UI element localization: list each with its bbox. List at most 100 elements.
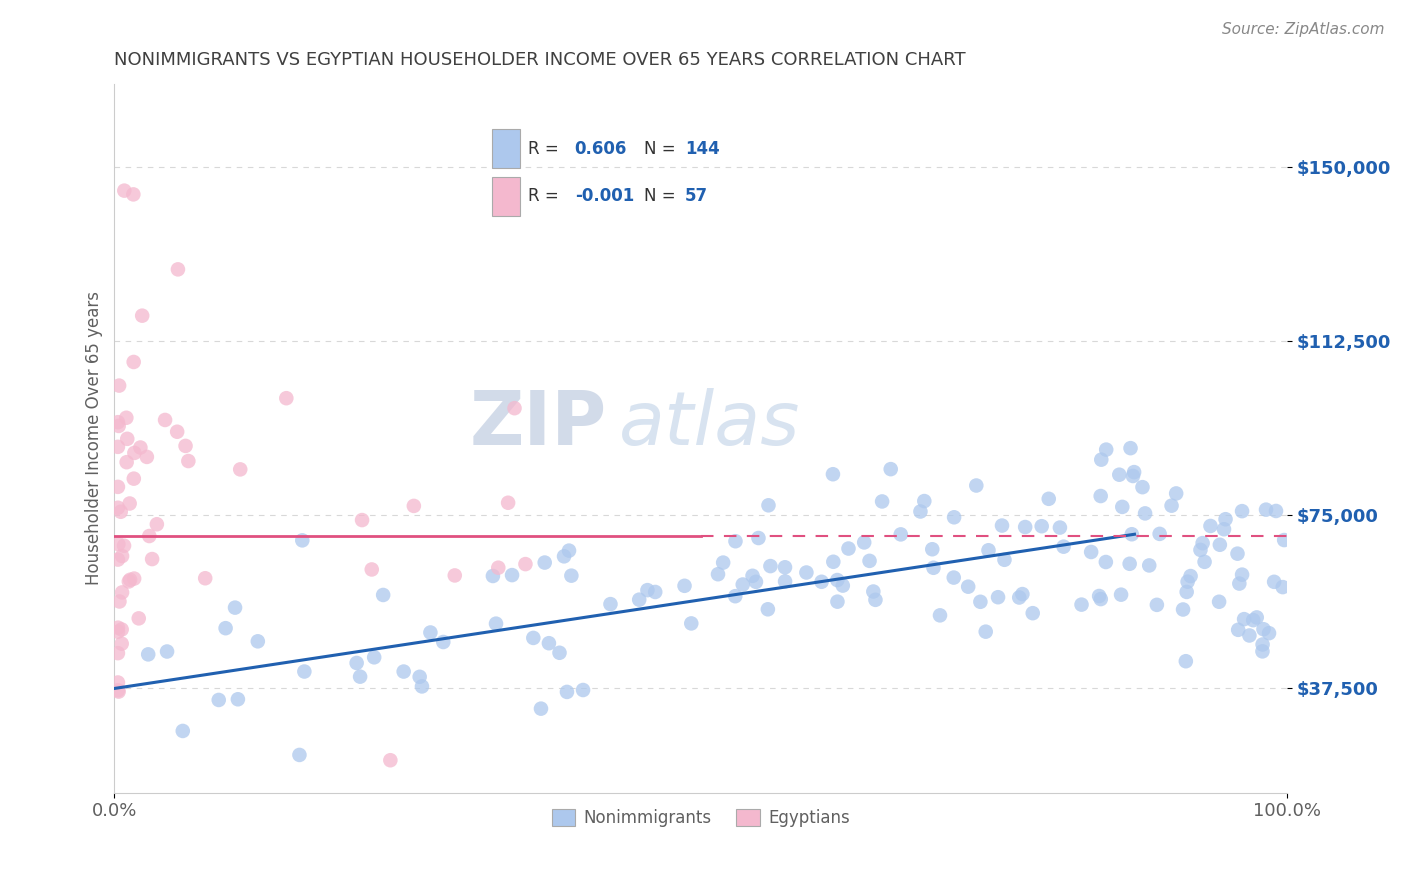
- Point: [443, 568, 465, 582]
- Point: [1109, 588, 1132, 602]
- Point: [111, 549, 134, 563]
- Point: [1118, 557, 1140, 571]
- Point: [166, 425, 188, 439]
- Point: [107, 675, 129, 690]
- Point: [890, 527, 912, 541]
- Y-axis label: Householder Income Over 65 years: Householder Income Over 65 years: [86, 292, 103, 585]
- Point: [1122, 469, 1144, 483]
- Point: [943, 510, 966, 524]
- Point: [172, 723, 194, 738]
- Point: [987, 591, 1010, 605]
- Point: [380, 753, 402, 767]
- Point: [747, 531, 769, 545]
- Point: [112, 539, 135, 553]
- Point: [1171, 602, 1194, 616]
- Point: [724, 534, 747, 549]
- Point: [1174, 654, 1197, 668]
- Point: [419, 625, 441, 640]
- Point: [1090, 489, 1112, 503]
- Point: [194, 571, 217, 585]
- Point: [548, 646, 571, 660]
- Point: [122, 355, 145, 369]
- Point: [758, 498, 780, 512]
- Point: [870, 494, 893, 508]
- Point: [837, 541, 859, 556]
- Point: [1022, 606, 1045, 620]
- Point: [1011, 587, 1033, 601]
- Point: [1031, 519, 1053, 533]
- Point: [107, 415, 129, 429]
- Point: [773, 560, 796, 574]
- Point: [530, 701, 553, 715]
- Point: [1111, 500, 1133, 514]
- Point: [1049, 520, 1071, 534]
- Point: [246, 634, 269, 648]
- Point: [177, 454, 200, 468]
- Point: [1095, 442, 1118, 457]
- Point: [110, 505, 132, 519]
- Point: [128, 611, 150, 625]
- Point: [929, 608, 952, 623]
- Point: [1108, 467, 1130, 482]
- Point: [957, 580, 980, 594]
- Point: [745, 574, 768, 589]
- Point: [555, 685, 578, 699]
- Text: Source: ZipAtlas.com: Source: ZipAtlas.com: [1222, 22, 1385, 37]
- Point: [1166, 486, 1188, 500]
- Point: [827, 573, 849, 587]
- Point: [107, 683, 129, 698]
- Point: [115, 455, 138, 469]
- Point: [496, 496, 519, 510]
- Point: [408, 670, 430, 684]
- Point: [636, 583, 658, 598]
- Point: [373, 588, 395, 602]
- Point: [1226, 547, 1249, 561]
- Point: [108, 378, 131, 392]
- Point: [572, 683, 595, 698]
- Point: [1175, 585, 1198, 599]
- Point: [111, 637, 134, 651]
- Point: [1209, 538, 1232, 552]
- Point: [1137, 558, 1160, 573]
- Point: [118, 574, 141, 589]
- Point: [599, 597, 621, 611]
- Point: [977, 543, 1000, 558]
- Point: [1265, 504, 1288, 518]
- Point: [1146, 598, 1168, 612]
- Point: [349, 670, 371, 684]
- Point: [1251, 644, 1274, 658]
- Point: [226, 692, 249, 706]
- Point: [136, 648, 159, 662]
- Point: [1180, 569, 1202, 583]
- Point: [107, 621, 129, 635]
- Point: [1230, 567, 1253, 582]
- Point: [1160, 499, 1182, 513]
- Point: [122, 572, 145, 586]
- Point: [644, 585, 666, 599]
- Point: [392, 665, 415, 679]
- Point: [1014, 520, 1036, 534]
- Point: [501, 568, 523, 582]
- Point: [124, 446, 146, 460]
- Text: ZIP: ZIP: [470, 388, 607, 461]
- Point: [1132, 480, 1154, 494]
- Point: [1263, 574, 1285, 589]
- Point: [558, 543, 581, 558]
- Point: [515, 557, 537, 571]
- Point: [503, 401, 526, 416]
- Point: [858, 554, 880, 568]
- Point: [108, 594, 131, 608]
- Point: [107, 684, 129, 698]
- Point: [1213, 522, 1236, 536]
- Point: [942, 571, 965, 585]
- Point: [107, 537, 129, 551]
- Point: [107, 646, 129, 660]
- Point: [1251, 638, 1274, 652]
- Point: [796, 566, 818, 580]
- Point: [402, 499, 425, 513]
- Point: [810, 574, 832, 589]
- Point: [707, 567, 730, 582]
- Point: [1090, 452, 1112, 467]
- Point: [411, 680, 433, 694]
- Point: [724, 589, 747, 603]
